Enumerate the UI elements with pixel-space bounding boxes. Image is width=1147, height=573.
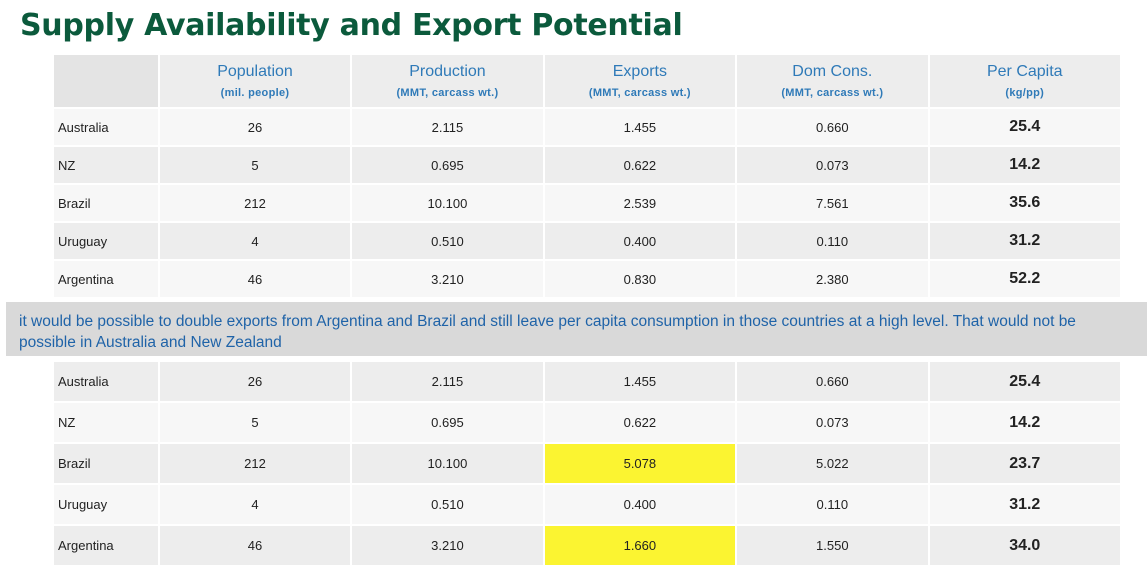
header-label: Exports (612, 63, 667, 80)
population-cell: 212 (159, 185, 351, 221)
header-per-capita: Per Capita (kg/pp) (929, 55, 1120, 107)
exports-cell-highlighted: 1.660 (544, 526, 736, 565)
header-unit: (MMT, carcass wt.) (396, 87, 499, 99)
header-unit: (MMT, carcass wt.) (588, 87, 691, 99)
header-label: Population (217, 63, 293, 80)
header-unit: (mil. people) (220, 87, 290, 99)
country-cell: Brazil (54, 185, 158, 221)
country-cell: NZ (54, 147, 158, 183)
table-row: NZ 5 0.695 0.622 0.073 14.2 (54, 403, 1120, 442)
per-capita-cell: 34.0 (929, 526, 1120, 565)
per-capita-cell: 14.2 (929, 403, 1120, 442)
table-row: Brazil 212 10.100 2.539 7.561 35.6 (54, 185, 1120, 221)
production-cell: 10.100 (352, 444, 543, 483)
per-capita-cell: 25.4 (929, 109, 1120, 145)
supply-table-scenario: Australia 26 2.115 1.455 0.660 25.4 NZ 5… (52, 360, 1122, 567)
population-cell: 26 (159, 109, 351, 145)
dom-cons-cell: 0.110 (737, 485, 928, 524)
header-unit: (kg/pp) (1005, 87, 1045, 99)
table-row: Uruguay 4 0.510 0.400 0.110 31.2 (54, 485, 1120, 524)
country-cell: Argentina (54, 526, 158, 565)
exports-cell-highlighted: 5.078 (544, 444, 736, 483)
production-cell: 3.210 (352, 526, 543, 565)
production-cell: 0.695 (352, 403, 543, 442)
header-population: Population (mil. people) (159, 55, 351, 107)
dom-cons-cell: 0.073 (737, 147, 928, 183)
dom-cons-cell: 7.561 (737, 185, 928, 221)
exports-cell: 0.622 (544, 147, 736, 183)
production-cell: 2.115 (352, 362, 543, 401)
table-row: Brazil 212 10.100 5.078 5.022 23.7 (54, 444, 1120, 483)
population-cell: 26 (159, 362, 351, 401)
per-capita-cell: 14.2 (929, 147, 1120, 183)
exports-cell: 0.622 (544, 403, 736, 442)
per-capita-cell: 31.2 (929, 223, 1120, 259)
population-cell: 4 (159, 223, 351, 259)
per-capita-cell: 25.4 (929, 362, 1120, 401)
table-header-row: Population (mil. people) Production (MMT, … (54, 55, 1120, 107)
table-row: Argentina 46 3.210 0.830 2.380 52.2 (54, 261, 1120, 297)
exports-cell: 2.539 (544, 185, 736, 221)
production-cell: 0.510 (352, 485, 543, 524)
exports-cell: 0.400 (544, 485, 736, 524)
production-cell: 2.115 (352, 109, 543, 145)
header-exports: Exports (MMT, carcass wt.) (544, 55, 736, 107)
per-capita-cell: 52.2 (929, 261, 1120, 297)
population-cell: 5 (159, 147, 351, 183)
table-row: NZ 5 0.695 0.622 0.073 14.2 (54, 147, 1120, 183)
country-cell: Argentina (54, 261, 158, 297)
exports-cell: 0.830 (544, 261, 736, 297)
exports-cell: 1.455 (544, 362, 736, 401)
production-cell: 10.100 (352, 185, 543, 221)
production-cell: 0.695 (352, 147, 543, 183)
country-cell: Australia (54, 362, 158, 401)
exports-cell: 0.400 (544, 223, 736, 259)
header-dom-cons: Dom Cons. (MMT, carcass wt.) (737, 55, 928, 107)
table-row: Australia 26 2.115 1.455 0.660 25.4 (54, 362, 1120, 401)
country-cell: Australia (54, 109, 158, 145)
dom-cons-cell: 0.660 (737, 109, 928, 145)
dom-cons-cell: 0.110 (737, 223, 928, 259)
population-cell: 4 (159, 485, 351, 524)
page-title: Supply Availability and Export Potential (20, 8, 683, 43)
country-cell: Uruguay (54, 223, 158, 259)
dom-cons-cell: 0.073 (737, 403, 928, 442)
population-cell: 212 (159, 444, 351, 483)
population-cell: 46 (159, 261, 351, 297)
header-production: Production (MMT, carcass wt.) (352, 55, 543, 107)
header-unit: (MMT, carcass wt.) (781, 87, 884, 99)
header-label: Production (409, 63, 486, 80)
per-capita-cell: 35.6 (929, 185, 1120, 221)
header-label: Per Capita (986, 63, 1063, 80)
table-row: Uruguay 4 0.510 0.400 0.110 31.2 (54, 223, 1120, 259)
dom-cons-cell: 1.550 (737, 526, 928, 565)
supply-table-current: Population (mil. people) Production (MMT, … (52, 53, 1122, 299)
analysis-note: it would be possible to double exports f… (6, 302, 1147, 356)
dom-cons-cell: 2.380 (737, 261, 928, 297)
table-row: Australia 26 2.115 1.455 0.660 25.4 (54, 109, 1120, 145)
production-cell: 3.210 (352, 261, 543, 297)
dom-cons-cell: 0.660 (737, 362, 928, 401)
per-capita-cell: 23.7 (929, 444, 1120, 483)
header-label: Dom Cons. (792, 63, 873, 80)
country-cell: Brazil (54, 444, 158, 483)
country-cell: NZ (54, 403, 158, 442)
country-cell: Uruguay (54, 485, 158, 524)
population-cell: 5 (159, 403, 351, 442)
header-blank-cell (54, 55, 158, 107)
per-capita-cell: 31.2 (929, 485, 1120, 524)
production-cell: 0.510 (352, 223, 543, 259)
population-cell: 46 (159, 526, 351, 565)
table-row: Argentina 46 3.210 1.660 1.550 34.0 (54, 526, 1120, 565)
exports-cell: 1.455 (544, 109, 736, 145)
dom-cons-cell: 5.022 (737, 444, 928, 483)
